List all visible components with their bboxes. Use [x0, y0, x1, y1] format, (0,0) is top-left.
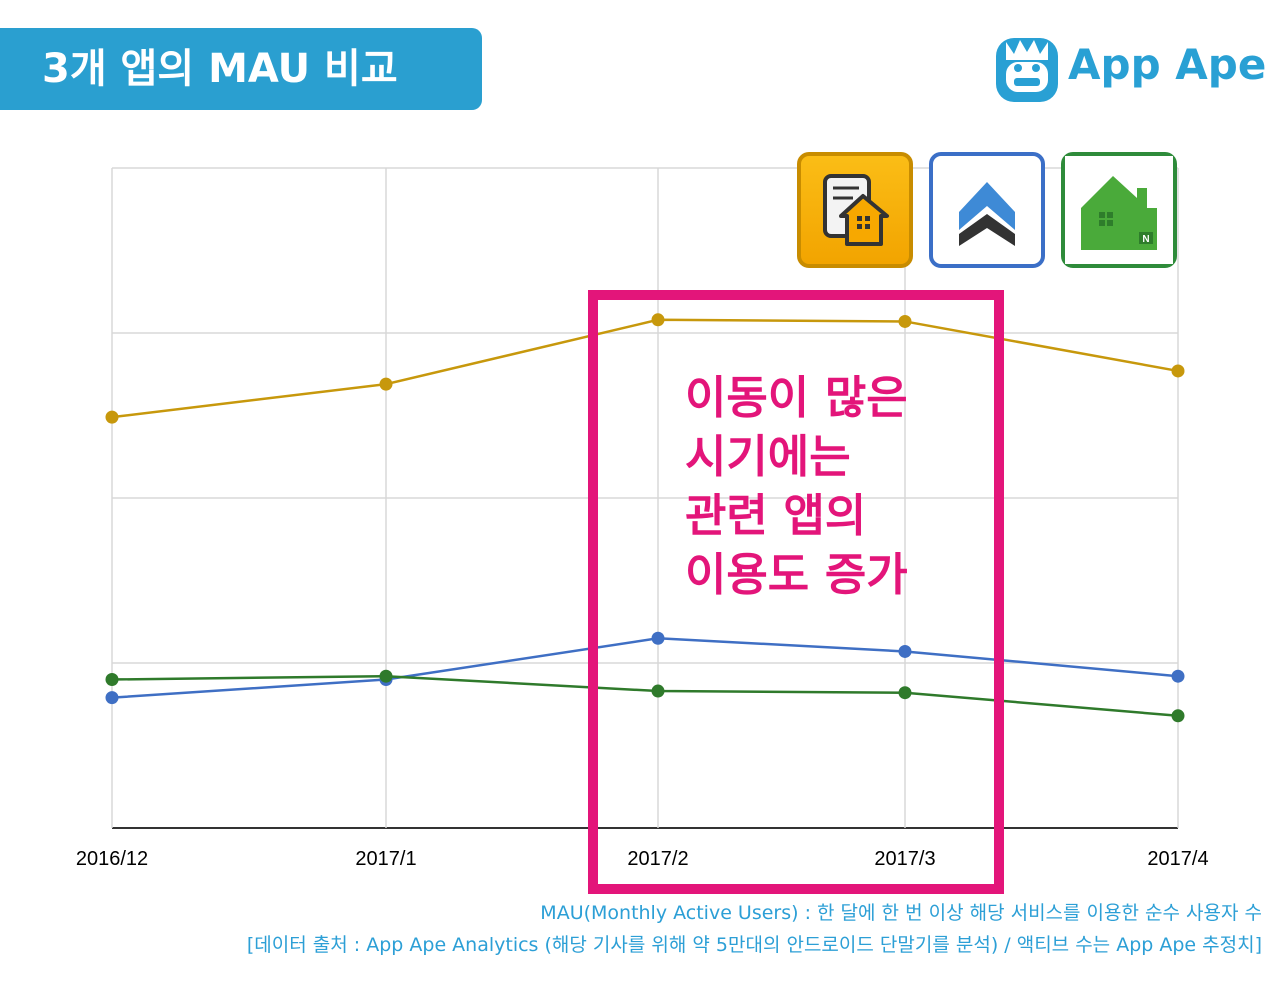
data-point: [1171, 364, 1185, 378]
x-tick-label: 2017/2: [627, 848, 688, 870]
data-point: [105, 410, 119, 424]
green-house-n-app-icon: N: [1061, 152, 1177, 268]
data-point: [898, 314, 912, 328]
logo-text: App Ape: [1068, 40, 1267, 89]
ape-face-icon: [996, 38, 1058, 102]
svg-text:N: N: [1142, 234, 1149, 245]
title-banner: 3개 앱의 MAU 비교: [0, 28, 482, 110]
yellow-house-document-app-icon: [797, 152, 913, 268]
x-tick-label: 2017/3: [874, 848, 935, 870]
data-point: [1171, 669, 1185, 683]
annotation-line: 이동이 많은: [685, 371, 908, 424]
data-point: [651, 313, 665, 327]
page-title: 3개 앱의 MAU 비교: [42, 46, 398, 92]
annotation-line: 이용도 증가: [685, 548, 908, 601]
x-tick-label: 2017/1: [355, 848, 416, 870]
blue-roof-app-icon: [929, 152, 1045, 268]
annotation-line: 관련 앱의: [685, 489, 867, 542]
footnote-data-source: [데이터 출처 : App Ape Analytics (해당 기사를 위해 약…: [246, 934, 1262, 956]
data-point: [898, 686, 912, 700]
data-point: [651, 631, 665, 645]
x-tick-label: 2016/12: [76, 848, 148, 870]
x-axis-ticks: 2016/12 2017/1 2017/2 2017/3 2017/4: [76, 848, 1209, 870]
highlight-annotation: 이동이 많은 시기에는 관련 앱의 이용도 증가: [685, 368, 908, 604]
data-point: [898, 644, 912, 658]
highlight-box: [588, 290, 1004, 894]
data-point: [379, 669, 393, 683]
data-point: [651, 684, 665, 698]
data-point: [379, 377, 393, 391]
data-point: [105, 673, 119, 686]
footnote-mau-definition: MAU(Monthly Active Users) : 한 달에 한 번 이상 …: [540, 902, 1262, 924]
app-ape-logo: App Ape: [992, 32, 1266, 108]
annotation-line: 시기에는: [685, 430, 851, 483]
data-point: [105, 691, 119, 705]
data-point: [1171, 709, 1185, 723]
x-tick-label: 2017/4: [1147, 848, 1208, 870]
